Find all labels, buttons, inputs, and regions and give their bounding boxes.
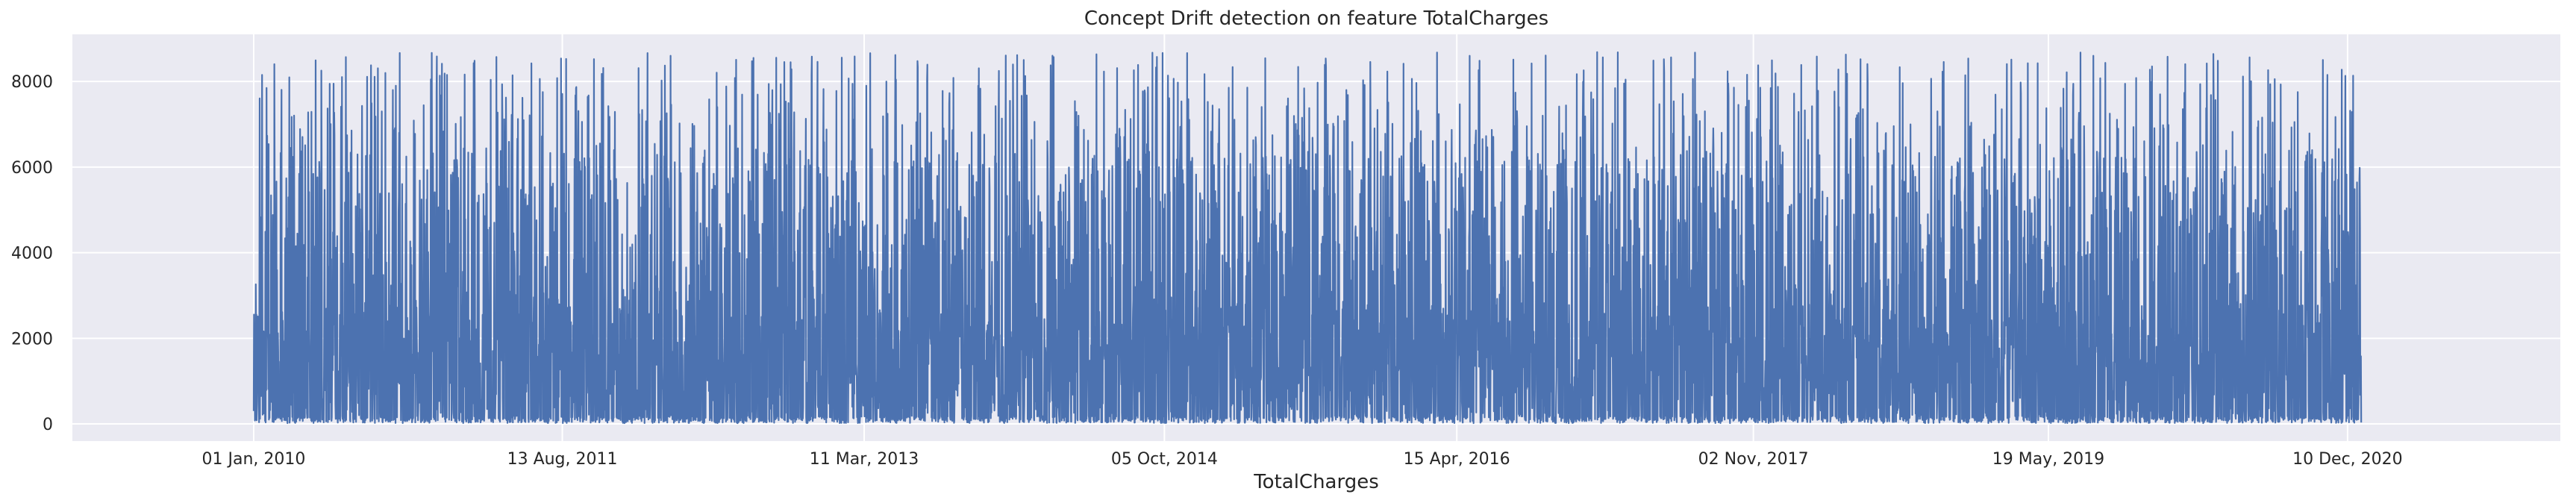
series-group [252, 51, 2363, 425]
x-tick-labels: 01 Jan, 2010 13 Aug, 2011 11 Mar, 2013 05 O… [202, 450, 2403, 469]
y-tick-label: 0 [43, 416, 53, 434]
x-tick-label: 02 Nov, 2017 [1698, 450, 1809, 469]
y-tick-label: 2000 [11, 330, 53, 349]
x-axis-title: TotalCharges [1253, 471, 1379, 493]
y-tick-label: 8000 [11, 73, 53, 92]
x-tick-label: 19 May, 2019 [1992, 450, 2104, 469]
x-tick-label: 15 Apr, 2016 [1404, 450, 1510, 469]
x-tick-label: 13 Aug, 2011 [507, 450, 618, 469]
x-tick-label: 01 Jan, 2010 [202, 450, 306, 469]
y-tick-labels: 0 2000 4000 6000 8000 [11, 73, 53, 434]
x-tick-label: 11 Mar, 2013 [810, 450, 919, 469]
y-tick-label: 4000 [11, 245, 53, 263]
series-line [252, 51, 2363, 425]
x-tick-label: 10 Dec, 2020 [2292, 450, 2403, 469]
y-tick-label: 6000 [11, 159, 53, 178]
chart-title: Concept Drift detection on feature Total… [1084, 7, 1548, 30]
x-tick-label: 05 Oct, 2014 [1111, 450, 1218, 469]
